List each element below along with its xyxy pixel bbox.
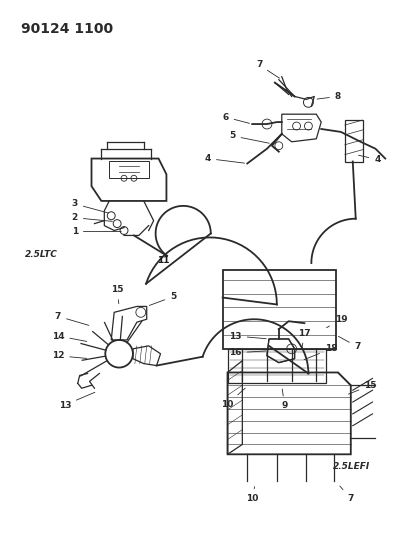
Text: 7: 7 [338,336,361,351]
Text: 10: 10 [246,487,258,503]
Text: 6: 6 [222,112,250,123]
Text: 19: 19 [327,315,347,328]
Text: 10: 10 [221,388,245,408]
Text: 8: 8 [317,92,341,101]
Text: 13: 13 [59,392,95,409]
Text: 5: 5 [230,131,269,143]
Text: 13: 13 [229,332,266,341]
Text: 4: 4 [205,154,244,163]
Text: 4: 4 [358,155,380,164]
Text: 2: 2 [72,213,112,222]
Text: 7: 7 [256,60,279,78]
Text: 14: 14 [51,332,87,342]
Text: 17: 17 [298,328,311,348]
Text: 7: 7 [55,312,89,325]
Text: 15: 15 [349,381,377,394]
Text: 18: 18 [304,344,337,360]
Text: 12: 12 [52,351,87,360]
Text: 5: 5 [149,292,176,305]
Text: 1: 1 [72,227,121,236]
Text: 11: 11 [157,256,170,264]
Text: 2.5LTC: 2.5LTC [24,250,57,259]
Text: 16: 16 [229,348,266,357]
Text: 9: 9 [281,389,288,410]
Text: 90124 1100: 90124 1100 [20,21,113,36]
Text: 2.5LEFI: 2.5LEFI [333,462,370,471]
Text: 7: 7 [340,486,354,503]
Text: 3: 3 [72,199,108,213]
Text: 15: 15 [111,285,123,304]
